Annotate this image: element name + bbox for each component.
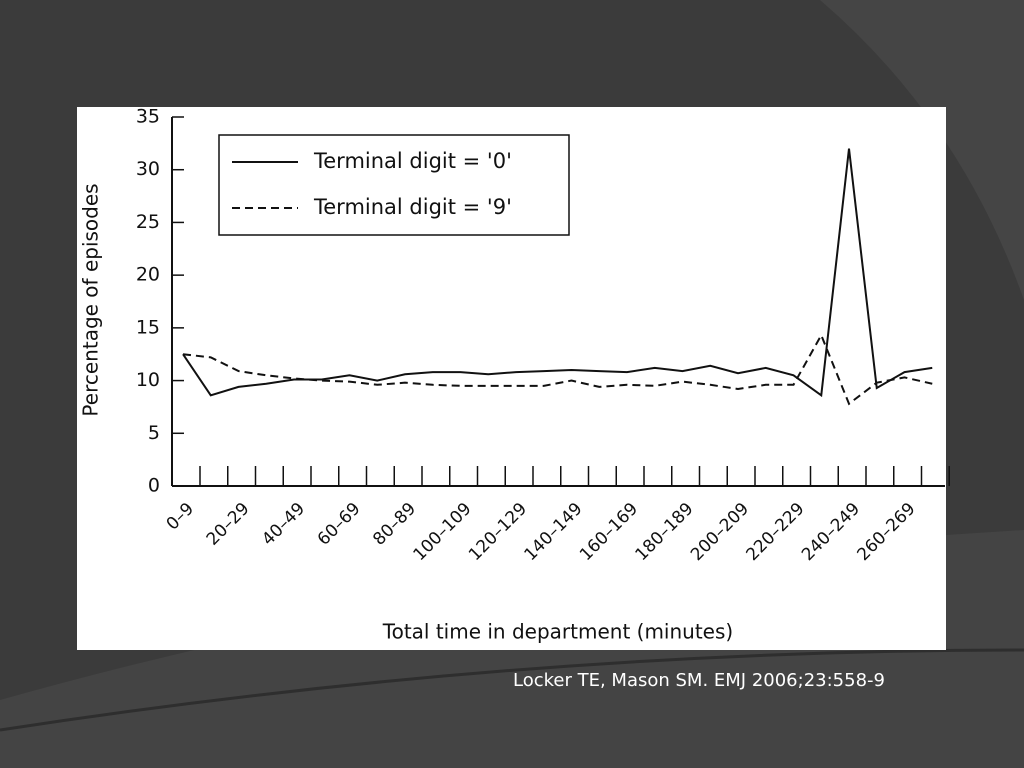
caption: Locker TE, Mason SM. EMJ 2006;23:558-9 [513, 670, 885, 691]
y-tick-label: 35 [136, 106, 160, 128]
x-axis-label: Total time in department (minutes) [382, 620, 733, 644]
legend-label: Terminal digit = '9' [313, 195, 512, 219]
y-tick-label: 5 [148, 422, 160, 444]
legend-box [218, 134, 570, 236]
y-axis-label: Percentage of episodes [79, 183, 103, 416]
decor-line [0, 648, 1024, 732]
series-line [182, 332, 933, 406]
y-tick-label: 0 [148, 475, 160, 497]
y-tick-label: 15 [136, 316, 160, 338]
y-tick-label: 25 [136, 211, 160, 233]
decor-arc [820, 0, 1024, 300]
legend-label: Terminal digit = '0' [313, 149, 512, 173]
series-line [182, 148, 933, 398]
y-tick-label: 30 [136, 158, 160, 180]
y-tick-label: 20 [136, 264, 160, 286]
y-tick-label: 10 [136, 369, 160, 391]
